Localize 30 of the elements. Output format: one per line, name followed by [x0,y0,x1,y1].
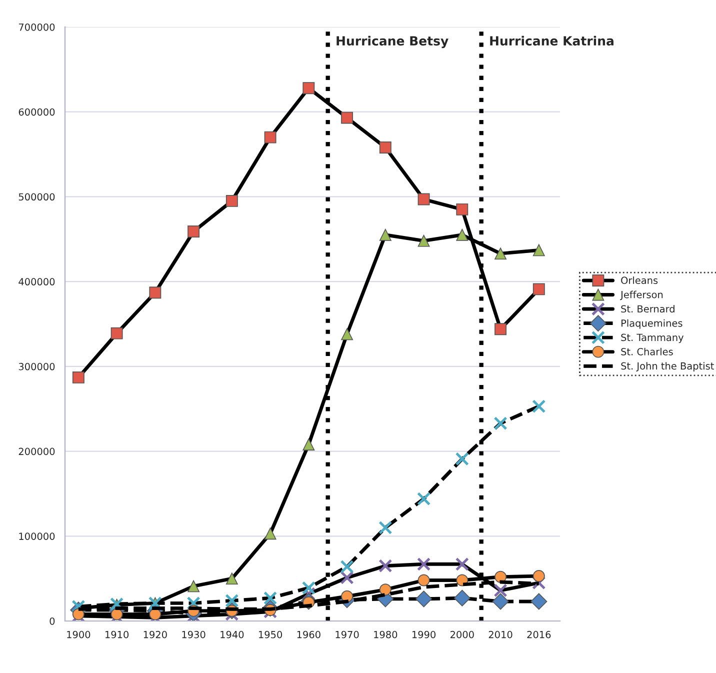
y-tick-label: 500000 [18,193,55,201]
x-tick-label: 1910 [106,630,129,638]
x-tick-label: 1930 [182,630,206,638]
x-tick-label: 1980 [374,630,398,638]
x-tick-label: 1900 [67,630,90,638]
x-tick-label: 1990 [412,630,436,638]
y-tick-label: 300000 [18,362,55,370]
x-tick-label: 1950 [258,630,282,638]
y-tick-label: 0 [50,617,55,625]
annotation: Hurricane Betsy [336,36,448,48]
x-tick-label: 1920 [144,630,167,638]
x-tick-label: 1960 [297,630,320,638]
legend-label: Orleans [621,276,658,284]
y-tick-label: 200000 [18,448,55,456]
legend-label: Plaquemines [622,319,682,329]
x-tick-label: 2016 [527,630,551,638]
x-tick-label: 2000 [450,630,474,638]
y-tick-label: 400000 [18,278,55,286]
legend-label: Jefferson [620,290,663,300]
legend-label: St. Charles [621,348,673,356]
x-tick-label: 1940 [220,630,244,638]
y-tick-label: 600000 [18,108,55,116]
annotation: Hurricane Katrina [490,36,614,46]
y-tick-label: 700000 [18,23,55,31]
y-tick-label: 100000 [19,532,55,540]
legend-label: St. John the Baptist [621,362,714,372]
legend-label: St. Bernard [621,305,674,313]
legend-label: St. Tammany [621,334,684,343]
x-tick-label: 2010 [488,630,512,638]
x-tick-label: 1970 [336,630,359,638]
